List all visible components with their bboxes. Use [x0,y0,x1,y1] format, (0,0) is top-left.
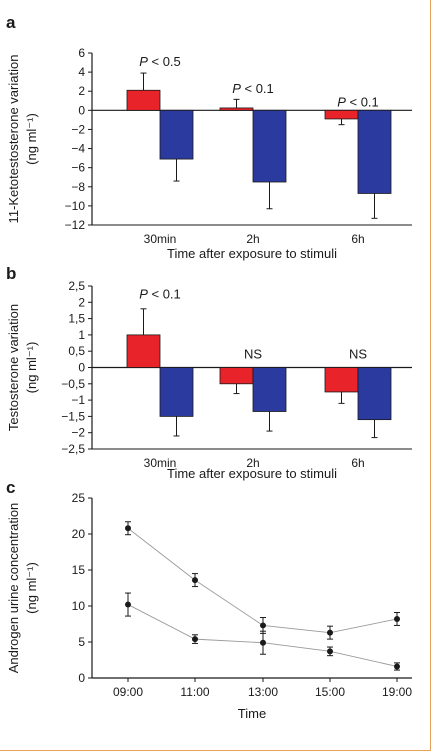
y-tick-label: 0 [78,103,85,117]
y-tick-label: 2 [78,84,85,98]
y-tick-label: 4 [78,65,85,79]
bar [357,109,392,194]
x-tick-label: 30min [144,456,177,470]
y-tick-label: 0 [78,361,85,375]
y-tick-label: −2,5 [61,442,85,456]
y-axis-unit: (ng ml⁻¹) [24,113,39,165]
panel-c: c Androgen urine concentration (ng ml⁻¹) 0 5… [6,478,412,721]
data-point [394,615,400,622]
p-value: < 0.5 [148,54,181,69]
x-tick-label: 6h [351,456,364,470]
y-tick-label: −10 [65,199,86,213]
bar [252,367,287,412]
data-point [192,636,198,643]
data-point [260,622,266,629]
significance-label: P < 0.1 [232,81,274,96]
x-tick-label: 2h [246,456,259,470]
panel-b: b Testosterone variation (ng ml⁻¹) −2,5 −2 −1… [6,264,412,481]
data-point [394,663,400,670]
bar [126,334,161,368]
significance-label: NS [244,347,262,362]
x-tick-label: 2h [246,232,259,246]
series-line [127,527,398,634]
y-tick-label: −12 [65,218,86,232]
bar [159,109,194,160]
bar [126,89,161,111]
y-tick-label: 15 [72,563,86,577]
x-axis-title: Time [238,706,266,721]
y-axis-unit: (ng ml⁻¹) [24,342,39,394]
y-tick-label: −2 [71,122,85,136]
y-axis-title: 11-Ketotestosterone variation [6,55,21,224]
p-symbol: P [139,54,148,69]
y-axis-unit: (ng ml⁻¹) [24,562,39,614]
bar [324,367,359,393]
y-tick-label: 2,5 [68,279,85,293]
data-point [125,525,131,532]
p-value: < 0.1 [148,286,181,301]
bar [324,109,359,120]
panel-letter: b [6,264,16,283]
data-point [192,577,198,584]
x-tick-label: 19:00 [382,685,412,699]
p-symbol: P [232,81,241,96]
y-tick-label: −0,5 [61,377,85,391]
panel-a: a 11-Ketotestosterone variation (ng ml⁻¹) −… [6,13,412,261]
data-point [327,629,333,636]
y-tick-label: 5 [78,635,85,649]
p-value: < 0.1 [346,94,379,109]
y-tick-label: −1 [71,393,85,407]
bar [219,367,254,385]
y-tick-label: 25 [72,491,86,505]
y-tick-label: 1 [78,328,85,342]
y-tick-label: 10 [72,599,86,613]
y-tick-label: −2 [71,426,85,440]
data-point [125,601,131,608]
x-axis-title: Time after exposure to stimuli [167,246,337,261]
y-tick-label: 6 [78,46,85,60]
x-tick-label: 30min [144,232,177,246]
bar [219,107,254,111]
p-symbol: P [337,94,346,109]
x-tick-label: 6h [351,232,364,246]
significance-label: P < 0.1 [337,94,379,109]
x-tick-label: 13:00 [248,685,278,699]
y-tick-label: 1,5 [68,312,85,326]
significance-label: P < 0.1 [139,286,181,301]
p-value: < 0.1 [241,81,274,96]
data-point [327,648,333,655]
y-tick-label: −6 [71,161,85,175]
data-point [260,639,266,646]
bar [159,367,194,417]
x-tick-label: 11:00 [180,685,209,699]
x-axis-title: Time after exposure to stimuli [167,466,337,481]
y-tick-label: 20 [72,527,86,541]
significance-label: NS [349,347,367,362]
y-tick-label: 2 [78,295,85,309]
p-value: NS [349,347,367,362]
x-tick-label: 15:00 [315,685,345,699]
y-tick-label: 0 [78,671,85,685]
y-tick-label: −1,5 [61,409,85,423]
y-tick-label: 0,5 [68,344,85,358]
bar [357,367,392,421]
y-axis-title: Androgen urine concentration [6,503,21,674]
y-tick-label: −4 [71,142,85,156]
y-axis-title: Testosterone variation [6,304,21,431]
p-value: NS [244,347,262,362]
p-symbol: P [139,286,148,301]
significance-label: P < 0.5 [139,54,181,69]
panel-letter: a [6,13,16,32]
y-tick-label: −8 [71,180,85,194]
x-tick-label: 09:00 [113,685,143,699]
panel-letter: c [6,478,15,497]
bar [252,109,287,183]
